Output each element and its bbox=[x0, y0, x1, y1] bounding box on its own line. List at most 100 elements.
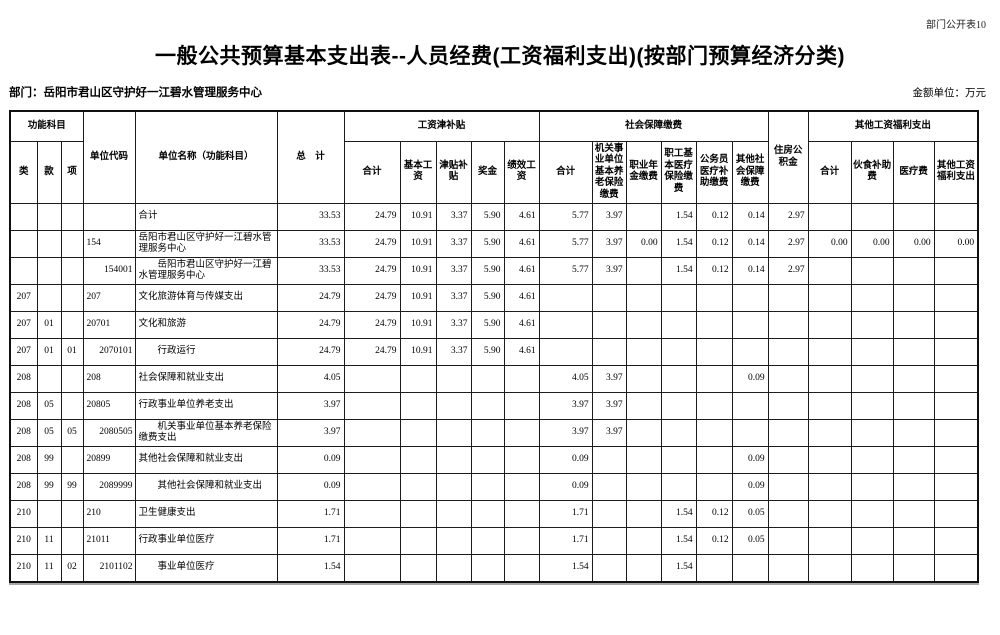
cell-value bbox=[767, 311, 809, 339]
cell-xiang: 01 bbox=[60, 338, 84, 366]
cell-value bbox=[850, 446, 894, 474]
table-body: 合计 33.53 24.79 10.91 3.37 5.90 4.61 5.77 3.97 1.5… bbox=[9, 203, 979, 582]
cell-value bbox=[625, 392, 662, 420]
cell-value bbox=[850, 338, 894, 366]
cell-value bbox=[625, 311, 662, 339]
cell-value: 10.91 bbox=[399, 338, 437, 366]
cell-value bbox=[807, 527, 852, 555]
cell-value: 0.14 bbox=[731, 257, 769, 285]
table-row: 208 05 20805 行政事业单位养老支出 3.97 3.97 3.97 bbox=[9, 392, 979, 420]
cell-value bbox=[807, 365, 852, 393]
cell-value bbox=[807, 500, 852, 528]
cell-value: 4.61 bbox=[503, 338, 540, 366]
cell-value: 0.12 bbox=[695, 203, 733, 231]
cell-value bbox=[807, 473, 852, 501]
cell-value: 1.54 bbox=[660, 500, 697, 528]
cell-value bbox=[892, 473, 935, 501]
cell-unit-name: 岳阳市君山区守护好一江碧水管理服务中心 bbox=[134, 230, 278, 258]
cell-value bbox=[503, 419, 540, 447]
cell-value: 24.79 bbox=[343, 338, 401, 366]
cell-value bbox=[731, 338, 769, 366]
cell-unit-name: 文化旅游体育与传媒支出 bbox=[134, 284, 278, 312]
cell-value: 33.53 bbox=[276, 257, 345, 285]
cell-value: 5.90 bbox=[470, 203, 505, 231]
cell-value bbox=[660, 392, 697, 420]
cell-unit-name: 行政运行 bbox=[134, 338, 278, 366]
page-title: 一般公共预算基本支出表--人员经费(工资福利支出)(按部门预算经济分类) bbox=[155, 45, 845, 68]
cell-value: 3.97 bbox=[591, 257, 627, 285]
table-row: 208 05 05 2080505 机关事业单位基本养老保险缴费支出 3.97 3.97 3.… bbox=[9, 419, 979, 447]
cell-value bbox=[933, 392, 979, 420]
cell-value: 1.54 bbox=[276, 554, 345, 582]
cell-lei: 208 bbox=[9, 446, 38, 474]
header-other-welfare: 其他工资福利支出 bbox=[933, 140, 979, 204]
cell-value: 33.53 bbox=[276, 203, 345, 231]
cell-value bbox=[731, 284, 769, 312]
cell-unit-code: 20701 bbox=[82, 311, 136, 339]
cell-value bbox=[807, 338, 852, 366]
header-medical-insurance: 职工基本医疗保险缴费 bbox=[660, 140, 697, 204]
cell-unit-code: 20805 bbox=[82, 392, 136, 420]
cell-value bbox=[850, 500, 894, 528]
cell-unit-code: 2070101 bbox=[82, 338, 136, 366]
cell-unit-code: 21011 bbox=[82, 527, 136, 555]
cell-lei: 208 bbox=[9, 473, 38, 501]
cell-lei: 208 bbox=[9, 365, 38, 393]
header-salary-group: 工资津补贴 bbox=[343, 110, 540, 142]
cell-value: 3.37 bbox=[435, 311, 472, 339]
cell-value bbox=[660, 473, 697, 501]
cell-unit-name: 其他社会保障和就业支出 bbox=[134, 446, 278, 474]
cell-value bbox=[933, 338, 979, 366]
cell-value: 0.09 bbox=[276, 446, 345, 474]
cell-value bbox=[807, 203, 852, 231]
cell-value bbox=[625, 419, 662, 447]
cell-lei: 210 bbox=[9, 500, 38, 528]
cell-kuan: 11 bbox=[36, 554, 62, 582]
cell-value bbox=[538, 338, 593, 366]
cell-value: 3.97 bbox=[276, 419, 345, 447]
cell-value bbox=[503, 446, 540, 474]
cell-value: 1.71 bbox=[276, 527, 345, 555]
cell-value bbox=[695, 284, 733, 312]
table-row: 208 208 社会保障和就业支出 4.05 4.05 3.97 0.09 bbox=[9, 365, 979, 393]
header-func-group: 功能科目 bbox=[9, 110, 84, 142]
cell-lei: 210 bbox=[9, 554, 38, 582]
header-other-group: 其他工资福利支出 bbox=[807, 110, 979, 142]
cell-value bbox=[470, 500, 505, 528]
cell-value bbox=[767, 392, 809, 420]
cell-value bbox=[892, 365, 935, 393]
cell-value: 2.97 bbox=[767, 230, 809, 258]
cell-value: 5.90 bbox=[470, 230, 505, 258]
cell-value bbox=[591, 554, 627, 582]
cell-value bbox=[731, 392, 769, 420]
cell-value: 1.54 bbox=[660, 203, 697, 231]
cell-value bbox=[850, 365, 894, 393]
cell-value: 24.79 bbox=[343, 230, 401, 258]
cell-value: 24.79 bbox=[343, 257, 401, 285]
cell-value: 3.97 bbox=[591, 230, 627, 258]
cell-value bbox=[343, 392, 401, 420]
cell-value bbox=[435, 392, 472, 420]
header-sub-row: 类 款 项 合计 基本工资 津贴补贴 奖金 绩效工资 合计 机关事业单位基本养老… bbox=[9, 140, 979, 204]
cell-value bbox=[435, 365, 472, 393]
cell-value: 0.12 bbox=[695, 527, 733, 555]
header-other-subtotal: 合计 bbox=[807, 140, 852, 204]
cell-value bbox=[850, 203, 894, 231]
cell-value bbox=[933, 203, 979, 231]
cell-value bbox=[625, 446, 662, 474]
table-row: 207 01 01 2070101 行政运行 24.79 24.79 10.91 3.37 5.9… bbox=[9, 338, 979, 366]
cell-value: 0.00 bbox=[892, 230, 935, 258]
cell-value: 0.09 bbox=[731, 473, 769, 501]
cell-value: 33.53 bbox=[276, 230, 345, 258]
cell-value bbox=[807, 446, 852, 474]
cell-value bbox=[435, 473, 472, 501]
cell-value bbox=[933, 311, 979, 339]
cell-value bbox=[731, 419, 769, 447]
header-basic-wage: 基本工资 bbox=[399, 140, 437, 204]
cell-value bbox=[625, 473, 662, 501]
cell-value: 5.90 bbox=[470, 338, 505, 366]
header-unit-code: 单位代码 bbox=[82, 110, 136, 204]
cell-value bbox=[807, 392, 852, 420]
cell-value bbox=[538, 311, 593, 339]
cell-value bbox=[625, 284, 662, 312]
